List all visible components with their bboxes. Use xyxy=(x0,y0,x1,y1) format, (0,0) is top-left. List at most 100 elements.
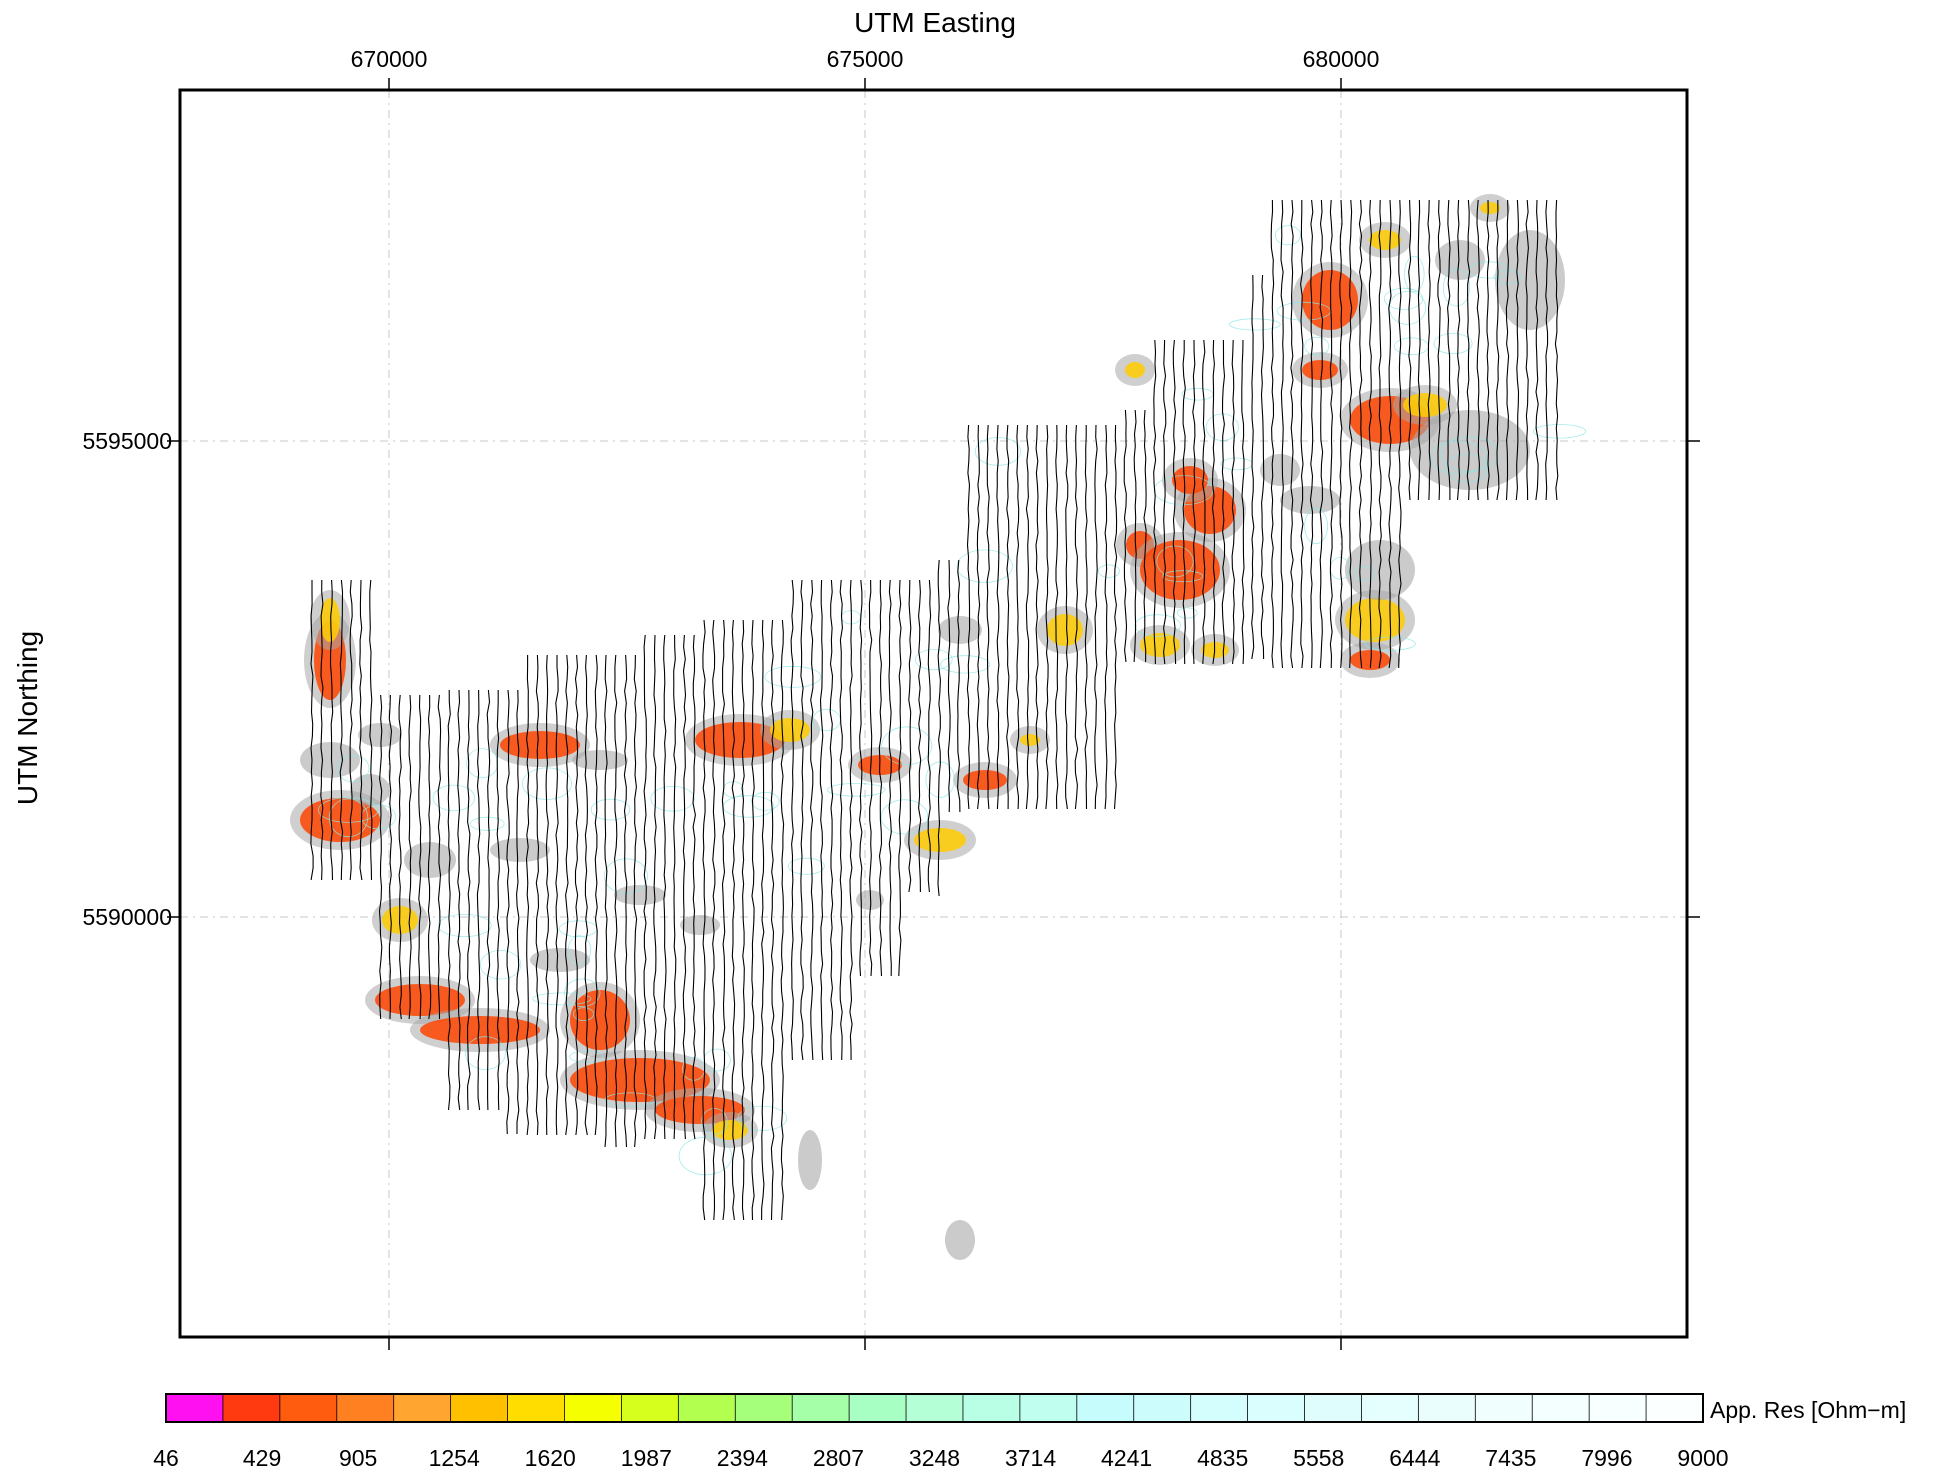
flight-line xyxy=(947,559,951,813)
flight-line xyxy=(643,634,647,1140)
resistivity-contour xyxy=(1533,424,1587,439)
resistivity-anomaly xyxy=(1410,410,1530,490)
resistivity-contour xyxy=(469,816,505,831)
flight-line xyxy=(1074,424,1079,810)
flight-line xyxy=(604,654,608,1148)
resistivity-anomaly xyxy=(1403,393,1447,417)
flight-line xyxy=(1554,199,1559,501)
flight-line xyxy=(1505,199,1510,501)
resistivity-contour xyxy=(956,549,1013,583)
flight-line xyxy=(790,579,794,1061)
resistivity-anomaly xyxy=(1480,202,1500,214)
flight-line xyxy=(1290,199,1294,669)
resistivity-contour xyxy=(881,726,933,765)
resistivity-contour xyxy=(590,798,631,821)
colorbar-title: App. Res [Ohm−m] xyxy=(1710,1397,1906,1423)
colorbar-tick-label: 2394 xyxy=(717,1445,768,1470)
resistivity-contour xyxy=(1274,225,1302,246)
resistivity-anomaly xyxy=(420,1016,540,1044)
flight-line xyxy=(1016,424,1020,810)
colorbar-tick-label: 3714 xyxy=(1005,1445,1056,1470)
flight-line xyxy=(898,579,902,977)
flight-line xyxy=(506,689,510,1135)
resistivity-anomaly xyxy=(712,1120,748,1140)
resistivity-contour xyxy=(1304,336,1330,356)
flight-line xyxy=(829,579,834,1061)
flight-line xyxy=(427,694,432,1020)
colorbar-swatch xyxy=(791,1393,851,1423)
flight-line xyxy=(349,579,353,881)
flight-line xyxy=(457,689,461,1111)
y-tick-label-5590000: 5590000 xyxy=(82,904,172,930)
x-axis-title: UTM Easting xyxy=(854,7,1016,38)
flight-line xyxy=(1123,409,1128,663)
flight-line xyxy=(1476,199,1480,501)
resistivity-contour xyxy=(1177,607,1198,619)
resistivity-anomaly xyxy=(680,915,720,935)
flight-line xyxy=(888,579,892,977)
resistivity-contour xyxy=(466,748,499,779)
resistivity-contour xyxy=(703,1048,731,1072)
colorbar-tick-label: 429 xyxy=(243,1445,281,1470)
flight-line xyxy=(1064,424,1069,810)
flight-line xyxy=(408,694,412,1020)
x-tick-label-680000: 680000 xyxy=(1303,46,1380,72)
colorbar-tick-label: 4835 xyxy=(1197,1445,1248,1470)
flight-line xyxy=(1251,274,1255,660)
resistivity-anomaly xyxy=(1125,362,1145,378)
flight-line xyxy=(1153,339,1157,665)
resistivity-anomaly xyxy=(914,828,966,852)
flight-line xyxy=(535,654,540,1136)
colorbar: 46 429 905 1254 1620 1987 2394 2807 3248 3714 4241… xyxy=(153,1393,1906,1470)
flight-line xyxy=(398,694,402,1020)
flight-line xyxy=(1466,199,1471,501)
flight-line xyxy=(418,694,422,1020)
flight-line xyxy=(1496,199,1500,501)
flight-line xyxy=(810,579,814,1061)
flight-line xyxy=(1398,199,1402,669)
colorbar-swatch xyxy=(1474,1393,1534,1423)
flight-line xyxy=(1035,424,1039,810)
resistivity-contour xyxy=(1228,318,1281,331)
flight-line xyxy=(1045,424,1049,810)
flight-line xyxy=(859,579,863,977)
colorbar-tick-label: 5558 xyxy=(1293,1445,1344,1470)
x-tick-label-675000: 675000 xyxy=(827,46,904,72)
resistivity-contour xyxy=(558,920,598,938)
axis-ticks xyxy=(167,78,1700,1350)
resistivity-contour xyxy=(1445,453,1489,483)
resistivity-anomaly xyxy=(1435,240,1485,280)
flight-line xyxy=(1427,199,1431,501)
resistivity-contour xyxy=(1430,440,1488,475)
flight-line xyxy=(574,654,579,1136)
colorbar-swatch xyxy=(1019,1393,1078,1423)
resistivity-anomaly xyxy=(572,750,628,770)
resistivity-anomaly xyxy=(770,718,810,742)
resistivity-anomaly xyxy=(614,885,666,905)
flight-line xyxy=(673,634,677,1140)
flight-line xyxy=(712,619,716,1221)
resistivity-contour xyxy=(701,1108,728,1135)
flight-line xyxy=(1172,339,1177,665)
colorbar-tick-label: 2807 xyxy=(813,1445,864,1470)
flight-line xyxy=(1339,199,1343,669)
flight-line xyxy=(1084,425,1088,810)
colorbar-swatch xyxy=(1076,1393,1135,1423)
resistivity-anomaly xyxy=(1140,540,1220,600)
resistivity-anomaly xyxy=(856,890,884,910)
flight-line xyxy=(819,579,824,1061)
colorbar-swatch xyxy=(279,1393,338,1423)
colorbar-swatch xyxy=(336,1393,395,1423)
colorbar-swatch xyxy=(1247,1393,1306,1423)
resistivity-anomaly xyxy=(1302,360,1338,380)
resistivity-contour xyxy=(336,754,370,783)
flight-line xyxy=(1358,199,1363,669)
colorbar-swatch xyxy=(1645,1393,1704,1423)
colorbar-swatch xyxy=(564,1393,623,1423)
colorbar-tick-label: 3248 xyxy=(909,1445,960,1470)
flight-line xyxy=(1515,199,1520,501)
flight-line xyxy=(437,694,442,1020)
resistivity-contour xyxy=(650,785,695,812)
resistivity-anomaly xyxy=(963,770,1007,790)
